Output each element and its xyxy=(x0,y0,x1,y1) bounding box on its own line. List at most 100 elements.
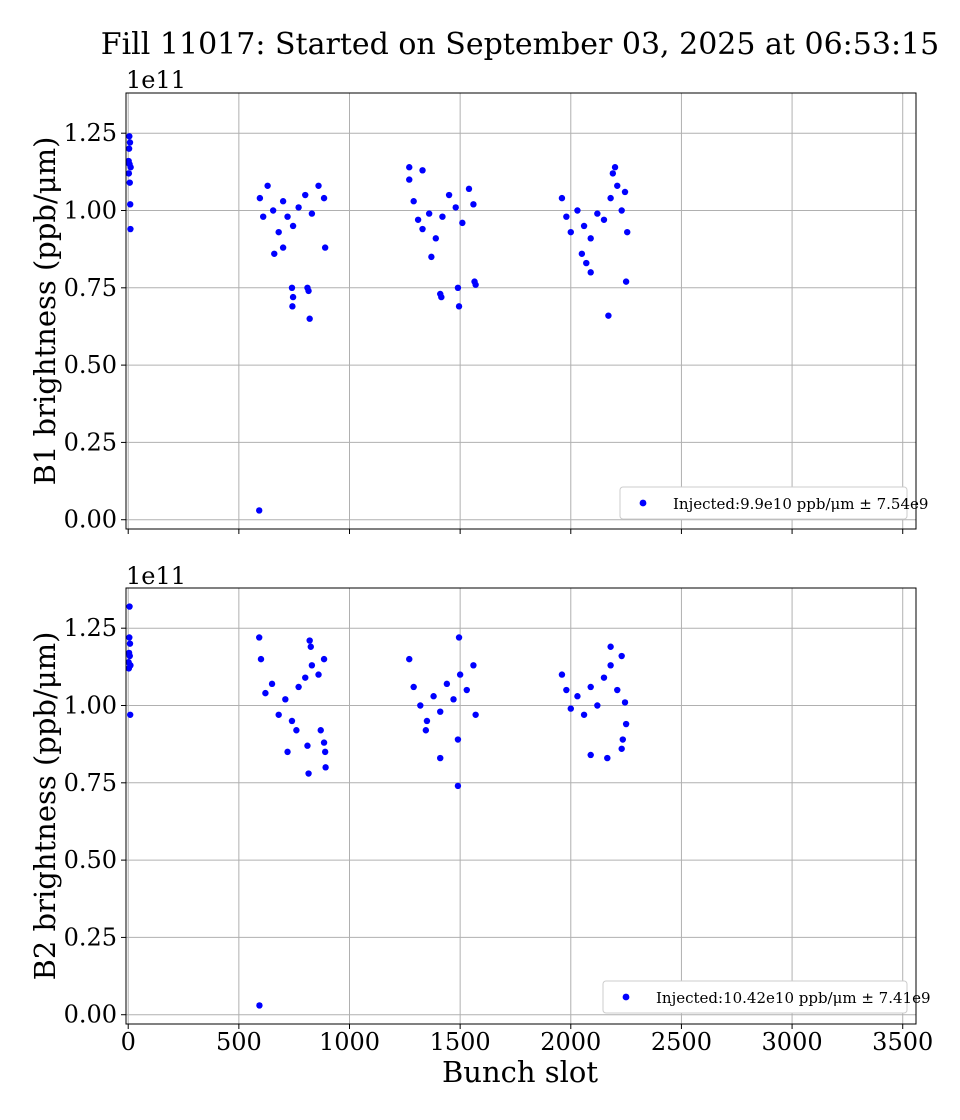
b1-scatter-series xyxy=(125,133,631,514)
b2-data-point xyxy=(268,680,276,688)
b2-data-point xyxy=(256,1002,263,1009)
b2-y-ticks: 0.00 0.25 0.50 0.75 1.00 1.25 xyxy=(64,614,126,1029)
b2-data-point xyxy=(410,683,417,691)
b2-data-point xyxy=(293,727,300,734)
b1-data-point xyxy=(419,167,426,174)
b1-data-point xyxy=(125,145,133,152)
b1-data-point xyxy=(127,225,134,233)
b2-data-point xyxy=(315,671,322,678)
b2-data-point xyxy=(305,770,312,777)
b1-data-point xyxy=(558,194,566,202)
b1-data-point xyxy=(264,182,271,189)
b1-data-point xyxy=(308,210,316,217)
b1-data-point xyxy=(289,222,297,230)
b2-data-point xyxy=(580,711,588,718)
b1-data-point xyxy=(618,207,625,214)
b1-data-point xyxy=(600,216,608,223)
b2-data-point xyxy=(621,699,629,706)
b2-data-point xyxy=(600,674,608,681)
b1-data-point xyxy=(271,250,278,257)
b2-data-point xyxy=(567,705,574,712)
b1-data-point xyxy=(256,194,264,202)
b1-y-tick-label: 0.25 xyxy=(64,428,117,456)
b1-data-point xyxy=(611,164,619,171)
b1-data-point xyxy=(279,244,287,251)
b1-panel: 0.00 0.25 0.50 0.75 1.00 1.25 1e11 B1 brightn… xyxy=(28,66,928,534)
b1-data-point xyxy=(428,253,435,261)
b1-data-point xyxy=(125,170,133,177)
b1-data-point xyxy=(454,284,462,292)
b1-data-point xyxy=(127,201,134,208)
b1-data-point xyxy=(439,213,446,220)
b2-data-point xyxy=(307,643,314,650)
b1-data-point xyxy=(609,170,617,177)
b1-data-point xyxy=(406,164,413,171)
b1-data-point xyxy=(614,182,621,189)
b1-data-point xyxy=(445,191,453,199)
b1-data-point xyxy=(621,188,629,196)
b1-data-point xyxy=(622,278,630,285)
b1-legend-box xyxy=(619,486,908,520)
b2-data-point xyxy=(126,640,134,647)
b1-y-tick-label: 1.00 xyxy=(64,197,117,225)
b2-panel: 0.00 0.25 0.50 0.75 1.00 1.25 0 500 1000 1500 200… xyxy=(28,562,933,1056)
b1-data-point xyxy=(410,198,417,205)
b2-data-point xyxy=(470,662,477,669)
b2-data-point xyxy=(622,720,630,728)
b2-data-point xyxy=(558,671,566,678)
b2-data-point xyxy=(256,634,263,641)
b2-data-point xyxy=(282,696,289,703)
b1-legend-marker xyxy=(639,499,647,507)
b2-y-tick-label: 0.50 xyxy=(64,846,117,874)
x-tick-label: 3000 xyxy=(762,1028,823,1056)
b1-y-tick-label: 0.75 xyxy=(64,274,117,302)
b2-data-point xyxy=(437,708,444,715)
b2-data-point xyxy=(320,739,328,746)
b2-data-point xyxy=(304,742,311,749)
b2-data-point xyxy=(443,680,451,688)
b2-data-point xyxy=(455,634,463,641)
b1-data-point xyxy=(320,194,328,202)
b1-data-point xyxy=(126,139,134,146)
b2-data-point xyxy=(127,662,134,669)
b2-y-tick-label: 0.25 xyxy=(64,923,117,951)
b2-y-offset: 1e11 xyxy=(126,562,186,590)
b1-data-point xyxy=(256,507,263,514)
b1-data-point xyxy=(563,213,570,220)
b1-data-point xyxy=(288,284,296,292)
b2-data-point xyxy=(594,702,601,709)
b2-data-point xyxy=(587,751,594,759)
b2-grid xyxy=(126,588,916,1024)
x-axis-label: Bunch slot xyxy=(442,1055,598,1089)
b1-data-point xyxy=(594,210,601,217)
x-tick-label: 1000 xyxy=(319,1028,380,1056)
b2-data-point xyxy=(619,736,626,743)
b2-x-ticks: 0 500 1000 1500 2000 2500 3000 3500 xyxy=(121,1024,933,1056)
b2-data-point xyxy=(422,727,430,734)
b2-data-point xyxy=(126,603,133,610)
b1-data-point xyxy=(567,228,574,236)
b1-y-axis-label: B1 brightness (ppb/μm) xyxy=(28,137,62,486)
b1-y-tick-label: 1.25 xyxy=(64,119,117,147)
b2-data-point xyxy=(126,652,133,660)
b2-data-point xyxy=(302,674,309,681)
b1-data-point xyxy=(321,244,329,251)
b2-legend-box xyxy=(602,980,908,1014)
b2-data-point xyxy=(321,748,329,756)
b2-data-point xyxy=(322,764,329,771)
b2-data-point xyxy=(563,686,570,694)
b2-data-point xyxy=(126,634,133,641)
b1-data-point xyxy=(302,191,309,199)
x-tick-label: 500 xyxy=(216,1028,262,1056)
b1-data-point xyxy=(259,213,267,220)
b1-data-point xyxy=(578,250,586,257)
b2-data-point xyxy=(607,643,614,650)
b1-data-point xyxy=(126,179,133,186)
b1-axes-frame xyxy=(125,92,917,530)
b2-data-point xyxy=(454,736,462,743)
b2-data-point xyxy=(406,655,413,663)
b2-data-point xyxy=(262,689,269,697)
b2-data-point xyxy=(604,754,611,762)
x-tick-label: 2500 xyxy=(651,1028,712,1056)
b2-legend: Injected:10.42e10 ppb/μm ± 7.41e9 xyxy=(602,980,931,1014)
